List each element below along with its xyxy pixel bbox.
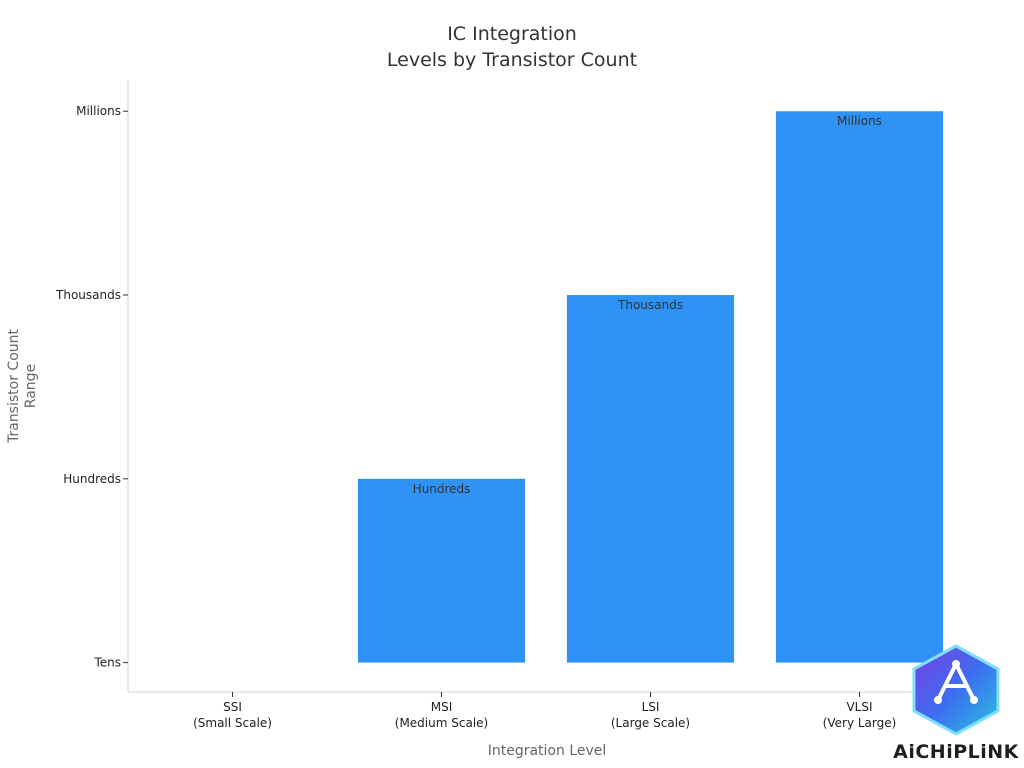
data-label-lsi: Thousands [617, 298, 683, 312]
chart-title-line-1: IC Integration [447, 23, 577, 45]
y-tick-label: Thousands [55, 288, 121, 302]
x-ticks-group: SSI (Small Scale) MSI (Medium Scale) LSI (Lar… [193, 692, 896, 730]
data-labels-group: Hundreds Thousands Millions [413, 114, 882, 496]
data-label-msi: Hundreds [413, 482, 471, 496]
logo-wordmark: AiCHiPLiNK [893, 741, 1020, 763]
y-tick-label: Tens [93, 656, 121, 670]
y-axis-label-line-1: Transistor Count [6, 328, 22, 444]
logo-node-left-icon [934, 696, 942, 704]
logo-node-top-icon [952, 660, 960, 668]
logo-node-right-icon [970, 696, 978, 704]
logo-badge-icon [912, 644, 1000, 736]
bar-msi [357, 478, 526, 663]
bars-group [357, 111, 944, 663]
chart-title-line-2: Levels by Transistor Count [387, 49, 637, 71]
x-tick-label: LSI [642, 700, 660, 714]
x-tick-label: (Very Large) [823, 716, 897, 730]
brand-logo: AiCHiPLiNK [893, 644, 1020, 763]
x-tick-label: (Small Scale) [193, 716, 272, 730]
y-axis-label: Transistor Count Range [6, 328, 39, 444]
x-tick-label: VLSI [846, 700, 872, 714]
bar-vlsi [775, 111, 944, 663]
x-tick-label: (Large Scale) [611, 716, 690, 730]
y-tick-label: Hundreds [63, 472, 121, 486]
x-tick-label: MSI [431, 700, 453, 714]
x-tick-label: SSI [223, 700, 242, 714]
x-tick-label: (Medium Scale) [395, 716, 488, 730]
y-axis-label-line-2: Range [23, 364, 39, 408]
bar-lsi [566, 295, 735, 663]
x-axis-label: Integration Level [488, 743, 607, 759]
y-ticks-group: Tens Hundreds Thousands Millions [55, 104, 128, 670]
y-tick-label: Millions [76, 104, 121, 118]
data-label-vlsi: Millions [837, 114, 882, 128]
